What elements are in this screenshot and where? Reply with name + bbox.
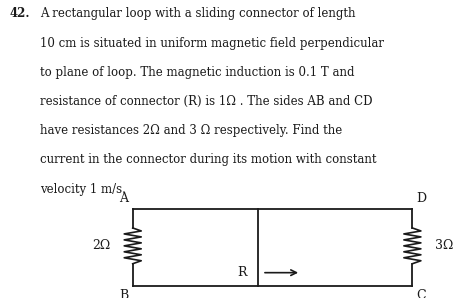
Text: velocity 1 m/s.: velocity 1 m/s. [40,183,126,196]
Text: A rectangular loop with a sliding connector of length: A rectangular loop with a sliding connec… [40,7,356,21]
Text: 10 cm is situated in uniform magnetic field perpendicular: 10 cm is situated in uniform magnetic fi… [40,37,384,50]
Text: D: D [417,192,427,205]
Text: current in the connector during its motion with constant: current in the connector during its moti… [40,153,377,167]
Text: R: R [237,266,246,279]
Text: have resistances 2Ω and 3 Ω respectively. Find the: have resistances 2Ω and 3 Ω respectively… [40,124,343,137]
Text: 3Ω: 3Ω [435,239,454,252]
Text: 2Ω: 2Ω [91,239,110,252]
Text: C: C [417,289,426,298]
Text: to plane of loop. The magnetic induction is 0.1 T and: to plane of loop. The magnetic induction… [40,66,355,79]
Text: resistance of connector (R) is 1Ω . The sides AB and CD: resistance of connector (R) is 1Ω . The … [40,95,373,108]
Text: 42.: 42. [9,7,30,21]
Text: B: B [119,289,128,298]
Text: A: A [119,192,128,205]
